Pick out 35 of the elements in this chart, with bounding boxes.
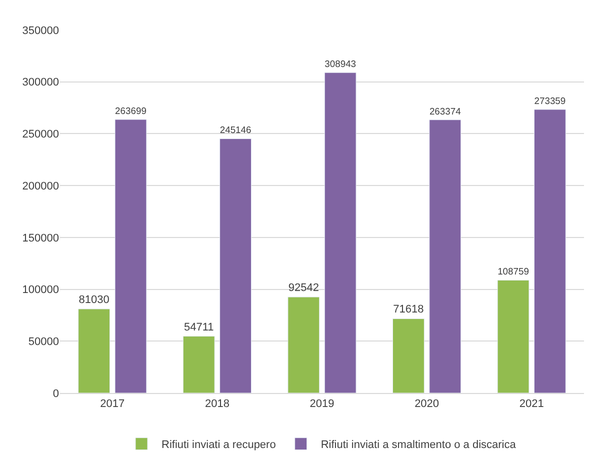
data-label: 273359 [534, 94, 566, 106]
data-label: 245146 [220, 124, 252, 136]
y-tick-label: 250000 [22, 128, 59, 141]
data-label: 263374 [429, 105, 461, 116]
y-tick-label: 300000 [22, 76, 59, 89]
bar [324, 72, 356, 393]
bar [78, 308, 110, 393]
data-label: 71618 [393, 304, 424, 316]
data-label: 54711 [184, 321, 214, 334]
bar [429, 120, 462, 393]
bar [392, 318, 424, 393]
y-tick-label: 150000 [22, 232, 59, 244]
bar [288, 296, 320, 393]
x-tick-label: 2018 [204, 398, 230, 410]
data-label: 108759 [498, 266, 529, 277]
data-label: 81030 [78, 294, 110, 306]
data-label: 92542 [288, 282, 319, 294]
x-tick-label: 2017 [100, 398, 125, 410]
y-tick-label: 350000 [22, 24, 59, 37]
legend-label: Rifiuti inviati a recupero [162, 439, 276, 452]
bar [497, 280, 530, 393]
y-tick-label: 0 [52, 388, 59, 400]
x-tick-label: 2019 [310, 398, 334, 410]
x-tick-label: 2020 [414, 398, 440, 410]
data-label: 308943 [324, 58, 356, 70]
y-tick-label: 50000 [28, 336, 59, 348]
y-tick-label: 200000 [22, 180, 59, 192]
bar [114, 119, 147, 393]
legend-label: Rifiuti inviati a smaltimento o a discarica [320, 439, 517, 452]
y-tick-label: 100000 [22, 284, 59, 296]
bar [534, 109, 566, 393]
bar [220, 138, 252, 393]
data-label: 263699 [115, 104, 146, 116]
x-tick-label: 2021 [519, 398, 544, 410]
bar [182, 336, 215, 393]
